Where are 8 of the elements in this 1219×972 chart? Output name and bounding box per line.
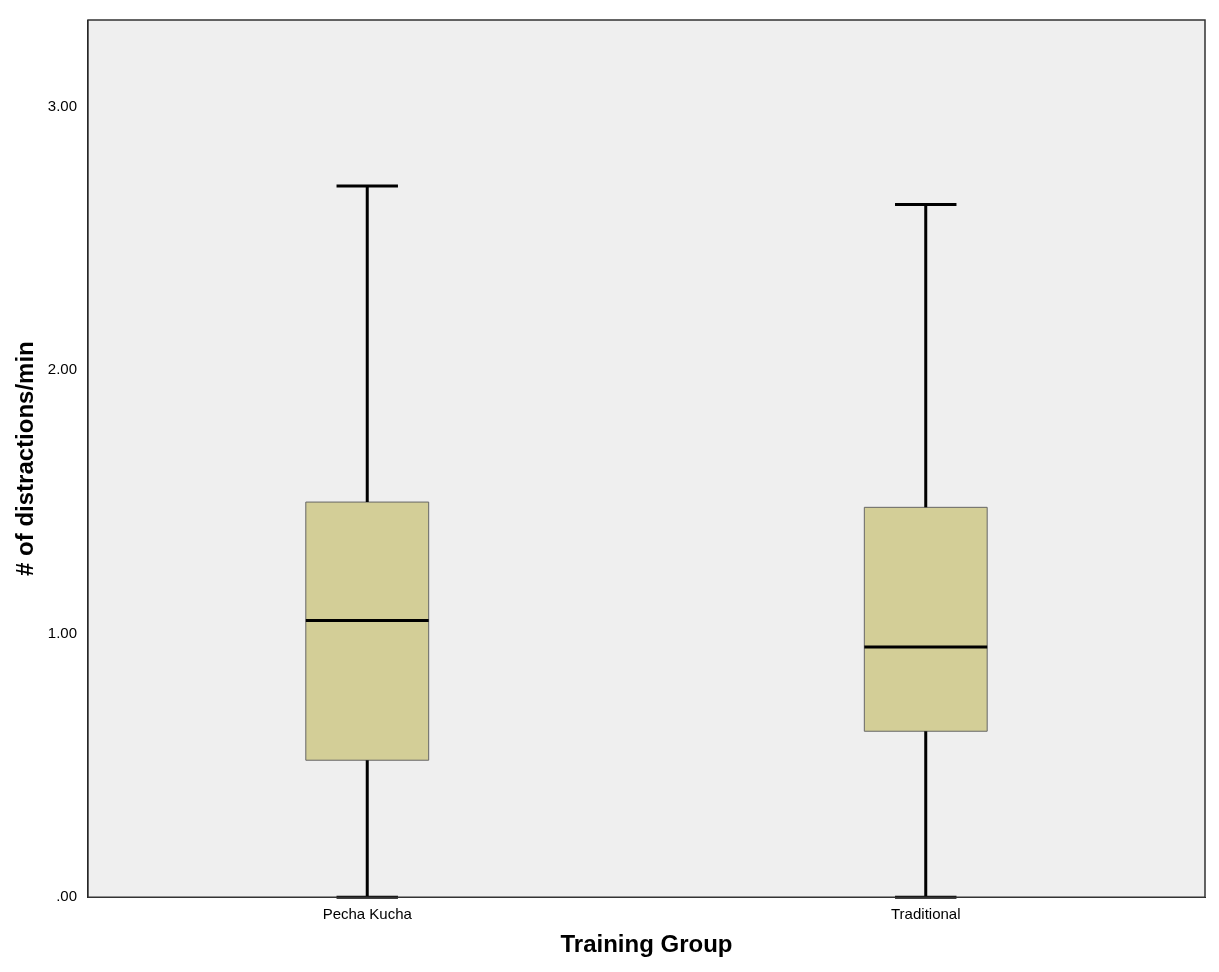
- x-tick-label: Traditional: [891, 905, 961, 923]
- x-axis-title: Training Group: [560, 930, 733, 958]
- y-tick-label: 3.00: [47, 97, 77, 115]
- y-tick-label: 1.00: [47, 623, 77, 641]
- x-tick-label: Pecha Kucha: [322, 905, 413, 923]
- y-tick-label: .00: [56, 887, 77, 905]
- y-axis-title: # of distractions/min: [11, 341, 39, 576]
- y-tick-label: 2.00: [47, 360, 77, 378]
